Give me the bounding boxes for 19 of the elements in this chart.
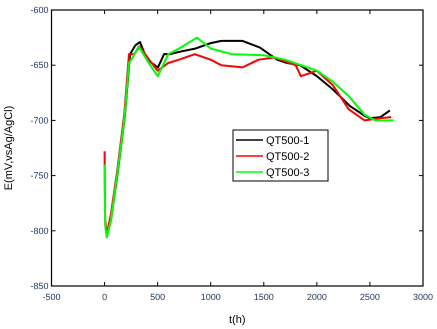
x-tick-label: 3000 [412, 292, 434, 302]
y-tick-label: -800 [30, 226, 48, 236]
y-tick-label: -650 [30, 60, 48, 70]
x-tick-label: 1500 [254, 292, 274, 302]
x-tick-label: 0 [102, 292, 108, 302]
legend-label: QT500-1 [266, 135, 310, 147]
x-axis-title: t(h) [229, 314, 246, 326]
y-tick-label: -850 [30, 281, 48, 291]
y-tick-label: -700 [30, 115, 48, 126]
x-tick-label: -500 [42, 292, 61, 302]
x-tick-label: 1000 [200, 292, 221, 302]
legend-label: QT500-2 [266, 151, 310, 163]
y-tick-label: -750 [30, 170, 48, 181]
y-tick-label: -600 [30, 5, 48, 15]
x-tick-label: 2000 [306, 292, 327, 302]
y-axis-title: E(mV,vsAg/AgCl) [3, 106, 15, 190]
x-tick-label: 500 [150, 292, 166, 302]
x-tick-label: 2500 [360, 292, 380, 302]
legend-label: QT500-3 [266, 167, 310, 179]
